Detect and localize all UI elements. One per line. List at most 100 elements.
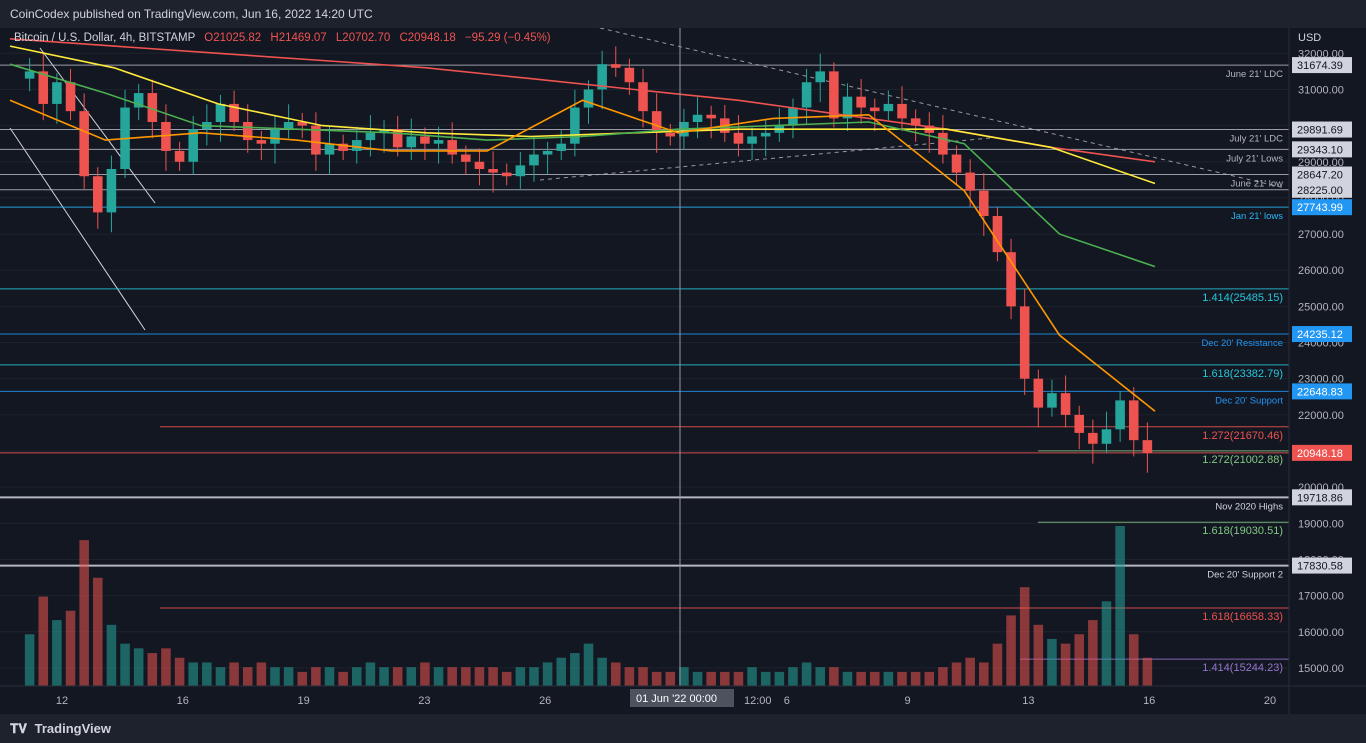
candle-body — [1088, 432, 1098, 444]
candle-body — [706, 114, 716, 119]
candle-body — [1074, 414, 1084, 433]
level-caption: Dec 20' Support 2 — [1207, 570, 1283, 581]
candle-body — [665, 132, 676, 137]
y-tick-label: 22000.00 — [1298, 410, 1344, 422]
candle-body — [1019, 306, 1030, 379]
candle-body — [815, 71, 825, 83]
volume-bar — [910, 671, 921, 686]
candle-body — [161, 122, 171, 151]
candle-body — [788, 107, 798, 126]
volume-bar — [352, 667, 362, 686]
price-axis[interactable] — [1289, 28, 1366, 686]
volume-bar — [174, 657, 185, 686]
volume-bar — [706, 671, 716, 686]
volume-bar — [392, 667, 403, 686]
price-chart[interactable]: June 21' LDC July 21' LDC July 21' Lows Jun… — [0, 28, 1366, 714]
y-tick-label: 26000.00 — [1298, 265, 1344, 277]
x-tick-label: 16 — [1143, 695, 1155, 707]
publish-header: CoinCodex published on TradingView.com, … — [0, 0, 1366, 28]
candle-body — [1047, 393, 1057, 408]
publish-text: CoinCodex published on TradingView.com, … — [10, 7, 373, 21]
volume-bar — [379, 667, 389, 686]
symbol-text: Bitcoin / U.S. Dollar, 4h, BITSTAMP — [14, 32, 196, 44]
x-tick-label: 6 — [784, 695, 790, 707]
volume-bar — [38, 596, 49, 686]
candle-body — [570, 107, 580, 144]
volume-bar — [283, 667, 294, 686]
x-tick-label: 13 — [1022, 695, 1034, 707]
volume-bar — [147, 653, 158, 686]
candle-body — [188, 129, 198, 162]
volume-bar — [720, 671, 730, 686]
brand-text: TradingView — [34, 721, 111, 736]
volume-bar — [188, 662, 198, 686]
volume-bar — [420, 662, 430, 686]
volume-bar — [570, 653, 580, 686]
candle-body — [106, 169, 117, 213]
moving-average-line — [9, 45, 1156, 185]
currency-label: USD — [1298, 32, 1321, 44]
candle-body — [556, 143, 567, 151]
candle-body — [311, 125, 321, 155]
level-caption: Nov 2020 Highs — [1215, 501, 1283, 512]
price-label-bg — [1292, 121, 1352, 138]
y-tick-label: 23000.00 — [1298, 374, 1344, 386]
price-label: 28647.20 — [1297, 170, 1343, 182]
candle-body — [79, 111, 89, 177]
volume-bar — [120, 643, 130, 686]
candle-body — [897, 103, 907, 119]
candle-body — [24, 71, 35, 79]
candle-body — [229, 103, 239, 122]
y-tick-label: 16000.00 — [1298, 627, 1344, 639]
candle-body — [965, 172, 975, 191]
volume-bar — [897, 671, 907, 686]
high-value: H21469.07 — [270, 32, 326, 44]
volume-bar — [842, 671, 853, 686]
volume-bar — [1047, 638, 1057, 686]
trend-line — [539, 137, 991, 181]
level-caption: Dec 20' Resistance — [1201, 338, 1283, 349]
candle-body — [910, 118, 921, 126]
candle-body — [1128, 400, 1139, 441]
candle-body — [324, 143, 335, 155]
level-caption: 1.618(23382.79) — [1202, 368, 1283, 380]
y-tick-label: 19000.00 — [1298, 518, 1344, 530]
candle-body — [461, 154, 471, 162]
candle-body — [133, 93, 144, 108]
candle-body — [420, 136, 430, 144]
volume-bar — [965, 657, 975, 686]
candle-body — [801, 82, 812, 108]
change-value: −95.29 (−0.45%) — [465, 32, 551, 44]
volume-bar — [270, 667, 280, 686]
candle-body — [1142, 440, 1153, 453]
volume-bar — [788, 667, 798, 686]
trend-line — [599, 28, 1286, 189]
volume-bar — [79, 540, 89, 686]
candle-body — [829, 71, 839, 119]
volume-bar — [815, 667, 825, 686]
candle-body — [733, 132, 744, 144]
trend-line — [9, 127, 146, 331]
candle-body — [256, 140, 267, 144]
level-caption: Dec 20' Support — [1215, 395, 1283, 406]
price-label-bg — [1292, 57, 1352, 74]
candle-body — [242, 122, 253, 141]
volume-bar — [474, 667, 485, 686]
price-label: 29891.69 — [1297, 125, 1343, 137]
volume-bar — [1006, 615, 1016, 686]
ohlc-legend: Bitcoin / U.S. Dollar, 4h, BITSTAMP O210… — [14, 32, 551, 44]
candle-body — [1033, 378, 1044, 408]
footer: 𝐓𝐕 TradingView — [0, 714, 1366, 743]
crosshair-time-label: 01 Jun '22 00:00 — [630, 689, 734, 707]
moving-averages — [9, 38, 1156, 412]
level-caption: Jan 21' lows — [1231, 211, 1283, 222]
volume-bar — [324, 667, 335, 686]
level-caption: 1.414(25485.15) — [1202, 292, 1283, 304]
candle-body — [638, 82, 648, 112]
volume-bar — [992, 643, 1003, 686]
volume-bar — [161, 648, 171, 686]
volume-bars — [24, 526, 1153, 686]
candle-body — [392, 129, 403, 148]
volume-bar — [501, 671, 512, 686]
candle-body — [979, 190, 989, 216]
